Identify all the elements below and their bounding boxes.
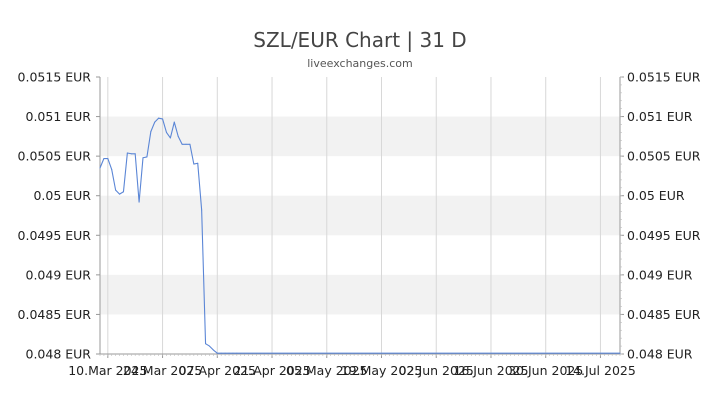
x-tick-label: 14.Jul 2025: [565, 363, 636, 378]
data-point: [122, 191, 124, 193]
x-tick-label: 05.May 2025: [286, 363, 368, 378]
y-tick-label-left: 0.048 EUR: [26, 347, 92, 362]
grid-band: [100, 195, 620, 236]
data-point: [150, 131, 152, 133]
y-tick-label-left: 0.0515 EUR: [18, 70, 92, 85]
background-bands: [100, 116, 620, 315]
data-point: [216, 352, 218, 354]
y-tick-label-left: 0.0505 EUR: [18, 149, 92, 164]
data-point: [224, 352, 226, 354]
vertical-gridlines: [107, 77, 601, 354]
data-point: [197, 162, 199, 164]
data-point: [181, 143, 183, 145]
y-tick-label-left: 0.051 EUR: [26, 109, 92, 124]
data-point: [142, 157, 144, 159]
data-point: [185, 143, 187, 145]
x-tick-label: 10.Mar 2025: [68, 363, 147, 378]
x-tick-label: 19.May 2025: [341, 363, 423, 378]
data-point: [189, 143, 191, 145]
data-point: [236, 352, 238, 354]
chart-subtitle: liveexchanges.com: [307, 57, 412, 70]
data-point: [130, 153, 132, 155]
data-point: [173, 121, 175, 123]
data-point: [169, 137, 171, 139]
y-tick-label-left: 0.0485 EUR: [18, 307, 92, 322]
data-point: [111, 169, 113, 171]
data-point: [232, 352, 234, 354]
data-point: [201, 209, 203, 211]
data-point: [205, 343, 207, 345]
data-point: [165, 131, 167, 133]
data-point: [126, 152, 128, 154]
x-tick-label: 24.Mar 2025: [123, 363, 202, 378]
axes: [99, 77, 621, 355]
y-tick-label-right: 0.051 EUR: [627, 109, 693, 124]
y-tick-label-right: 0.0515 EUR: [627, 70, 701, 85]
y-tick-label-left: 0.0495 EUR: [18, 228, 92, 243]
data-point: [115, 189, 117, 191]
x-tick-label: 21.Apr 2025: [233, 363, 310, 378]
data-point: [99, 167, 101, 169]
x-tick-label: 16.Jun 2025: [453, 363, 528, 378]
y-tick-label-left: 0.05 EUR: [33, 188, 91, 203]
y-tick-label-right: 0.048 EUR: [627, 347, 693, 362]
y-axis-left: 0.0515 EUR 0.051 EUR 0.0505 EUR 0.05 EUR 0.0…: [18, 70, 100, 362]
series-group: [99, 117, 621, 354]
data-point: [162, 118, 164, 120]
y-tick-label-right: 0.0505 EUR: [627, 149, 701, 164]
data-point: [177, 135, 179, 137]
data-point: [107, 158, 109, 160]
data-point: [212, 349, 214, 351]
grid-band: [100, 116, 620, 157]
y-tick-label-right: 0.049 EUR: [627, 267, 693, 282]
y-tick-label-right: 0.0495 EUR: [627, 228, 701, 243]
x-tick-label: 07.Apr 2025: [179, 363, 256, 378]
data-point: [220, 352, 222, 354]
y-tick-label-left: 0.049 EUR: [26, 267, 92, 282]
data-point: [208, 345, 210, 347]
x-tick-label: 02.Jun 2025: [399, 363, 474, 378]
y-tick-label-right: 0.0485 EUR: [627, 307, 701, 322]
data-point: [154, 121, 156, 123]
y-tick-label-right: 0.05 EUR: [627, 188, 685, 203]
data-point: [119, 193, 121, 195]
data-point: [158, 117, 160, 119]
y-axis-right: 0.0515 EUR 0.051 EUR 0.0505 EUR 0.05 EUR 0.0…: [620, 70, 701, 362]
data-point: [619, 352, 621, 354]
data-point: [228, 352, 230, 354]
data-point: [138, 201, 140, 203]
x-tick-label: 30.Jun 2025: [508, 363, 583, 378]
grid-band: [100, 274, 620, 315]
data-point: [103, 158, 105, 160]
data-point: [146, 156, 148, 158]
chart-title: SZL/EUR Chart | 31 D: [253, 28, 466, 52]
data-point: [134, 153, 136, 155]
data-point: [193, 163, 195, 165]
